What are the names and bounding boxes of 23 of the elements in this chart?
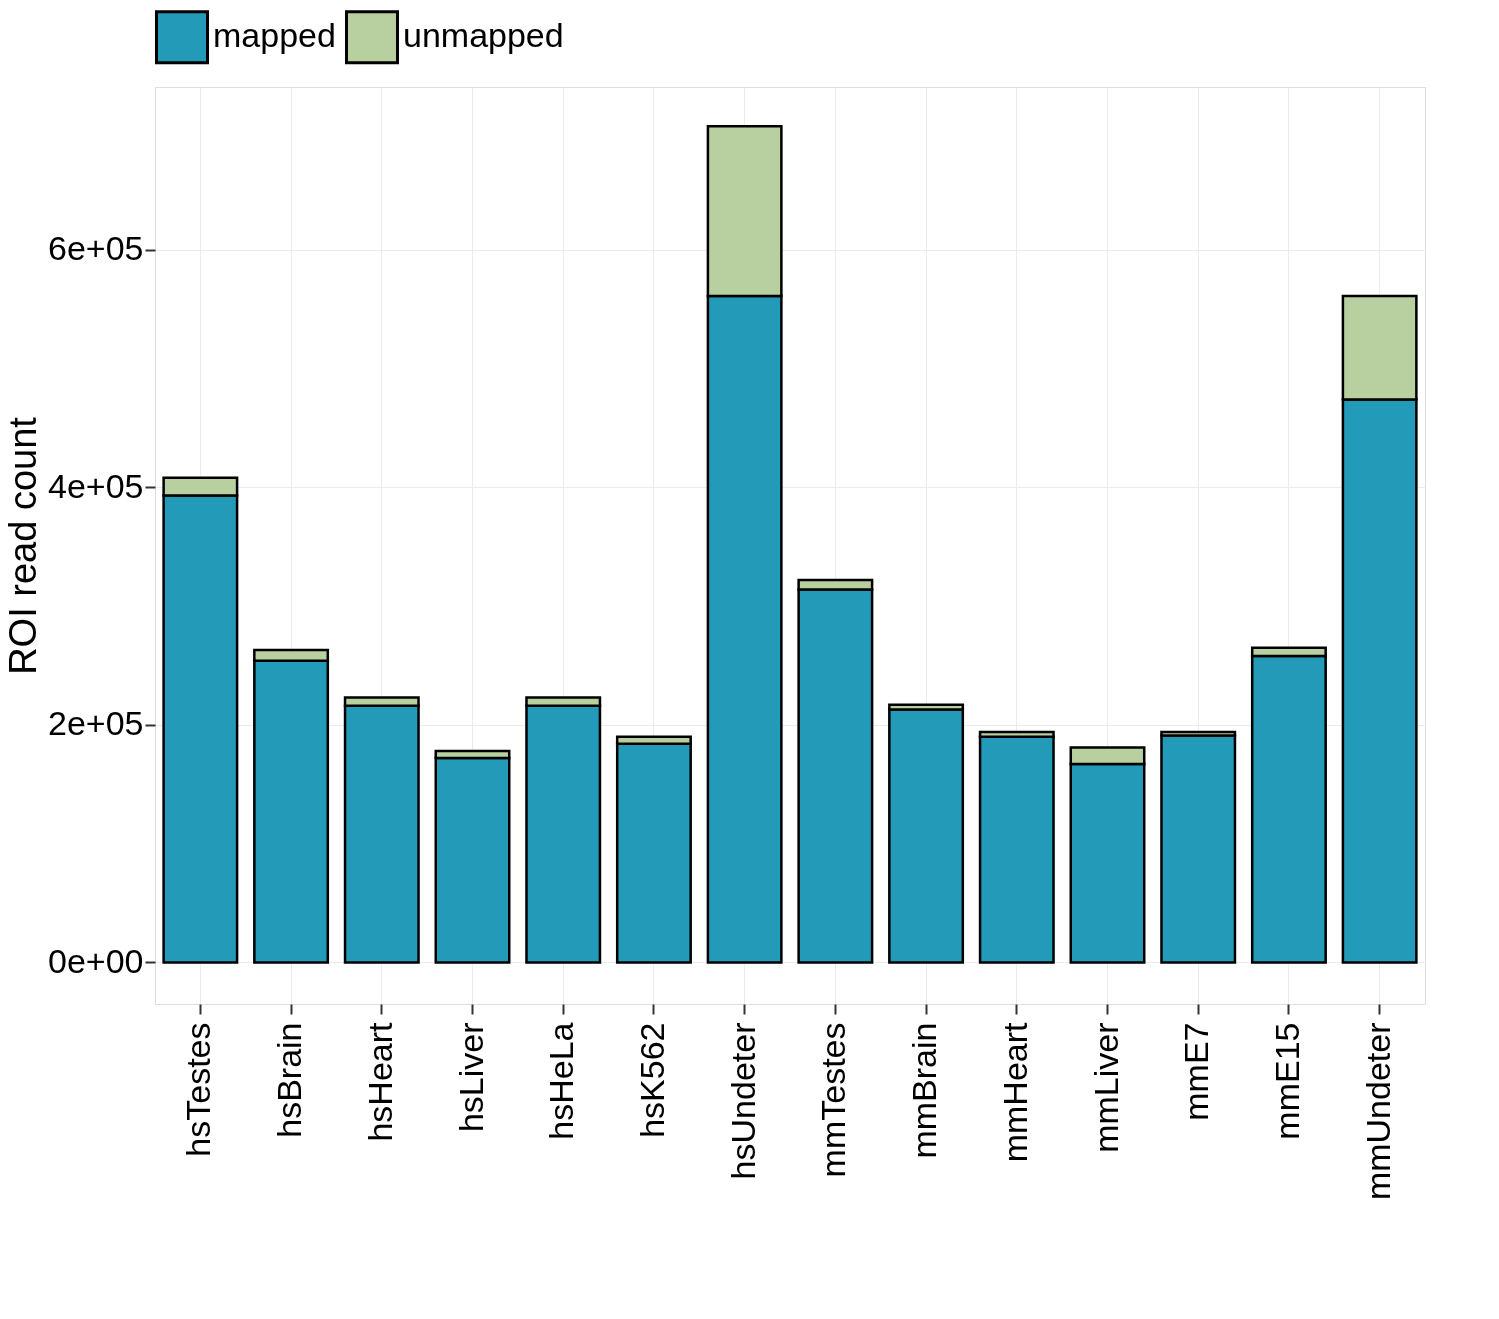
x-tick-label: mmBrain: [905, 1022, 944, 1159]
bar: [1160, 734, 1237, 964]
y-axis-title: ROI read count: [2, 416, 45, 675]
x-tick-label: hsHeLa: [542, 1022, 581, 1140]
x-tick-label: hsK562: [632, 1022, 671, 1138]
y-tick-label: 2e+05: [48, 704, 144, 743]
x-tick-label: mmE15: [1267, 1022, 1306, 1140]
y-tick-label: 6e+05: [48, 229, 144, 268]
legend-label: mapped: [213, 16, 336, 55]
x-tick-label: mmHeart: [995, 1021, 1034, 1163]
x-tick-label: mmLiver: [1086, 1022, 1125, 1153]
x-tick-label: mmTestes: [814, 1022, 853, 1178]
x-tick-label: hsTestes: [179, 1022, 218, 1157]
y-tick-label: 0e+00: [48, 941, 144, 980]
legend-label: unmapped: [403, 16, 564, 55]
x-tick-label: hsUndeter: [723, 1022, 762, 1180]
x-tick-label: mmE7: [1177, 1022, 1216, 1121]
x-tick-label: hsBrain: [270, 1022, 309, 1138]
x-tick-label: hsLiver: [451, 1022, 490, 1133]
x-tick-label: hsHeart: [360, 1021, 399, 1142]
x-tick-label: mmUndeter: [1358, 1022, 1397, 1201]
y-tick-label: 4e+05: [48, 466, 144, 505]
bar: [978, 735, 1055, 964]
